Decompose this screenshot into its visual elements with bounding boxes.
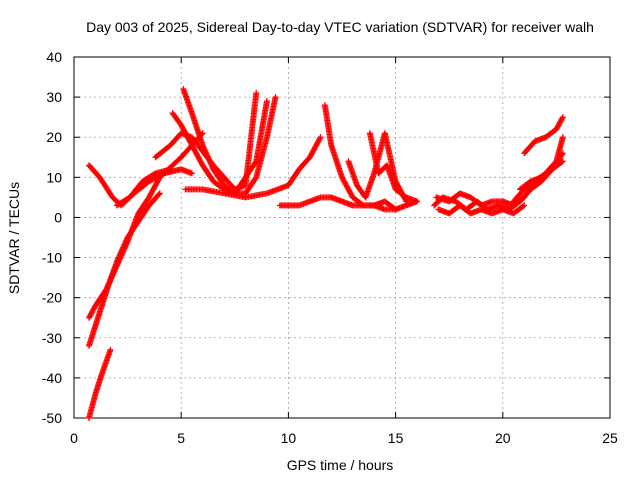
axis-ticks xyxy=(73,56,611,419)
x-tick-label: 15 xyxy=(388,430,404,446)
plot-frame xyxy=(73,56,611,419)
y-tick-label: -30 xyxy=(42,330,62,346)
x-tick-label: 0 xyxy=(70,430,78,446)
y-tick-label: 10 xyxy=(46,169,62,185)
data-point xyxy=(155,191,162,198)
data-point xyxy=(156,190,163,197)
data-point xyxy=(317,134,324,141)
data-points xyxy=(86,86,566,421)
data-point xyxy=(252,159,259,166)
data-point xyxy=(559,115,566,122)
y-tick-label: 30 xyxy=(46,89,62,105)
data-point xyxy=(252,175,259,182)
x-tick-label: 5 xyxy=(177,430,185,446)
y-axis-label: SDTVAR / TECUs xyxy=(6,182,22,294)
x-tick-label: 25 xyxy=(602,430,618,446)
data-point xyxy=(559,151,566,158)
data-point xyxy=(107,346,114,353)
y-tick-label: -10 xyxy=(42,250,62,266)
x-axis-label: GPS time / hours xyxy=(287,457,394,473)
x-tick-label: 10 xyxy=(281,430,297,446)
data-point xyxy=(151,171,158,178)
tick-labels: 0 5 10 15 20 25 -50 -40 -30 -20 -10 0 10 20 30 40 xyxy=(42,49,618,446)
chart-title: Day 003 of 2025, Sidereal Day-to-day VTE… xyxy=(86,19,594,35)
data-point xyxy=(521,202,528,209)
y-tick-label: 20 xyxy=(46,129,62,145)
data-point xyxy=(559,134,566,141)
y-tick-label: 0 xyxy=(54,209,62,225)
y-tick-label: -20 xyxy=(42,290,62,306)
data-point xyxy=(167,166,174,173)
data-point xyxy=(188,170,195,177)
data-point xyxy=(316,135,323,142)
data-point xyxy=(559,114,566,121)
data-point xyxy=(272,94,279,101)
data-point xyxy=(263,98,270,105)
data-point xyxy=(253,90,260,97)
y-tick-label: -50 xyxy=(42,410,62,426)
y-tick-label: 40 xyxy=(46,49,62,65)
data-point xyxy=(414,198,421,205)
data-point xyxy=(520,203,527,210)
data-point xyxy=(558,159,565,166)
grid-lines xyxy=(74,57,610,418)
data-point xyxy=(559,158,566,165)
y-tick-label: -40 xyxy=(42,370,62,386)
x-tick-label: 20 xyxy=(495,430,511,446)
